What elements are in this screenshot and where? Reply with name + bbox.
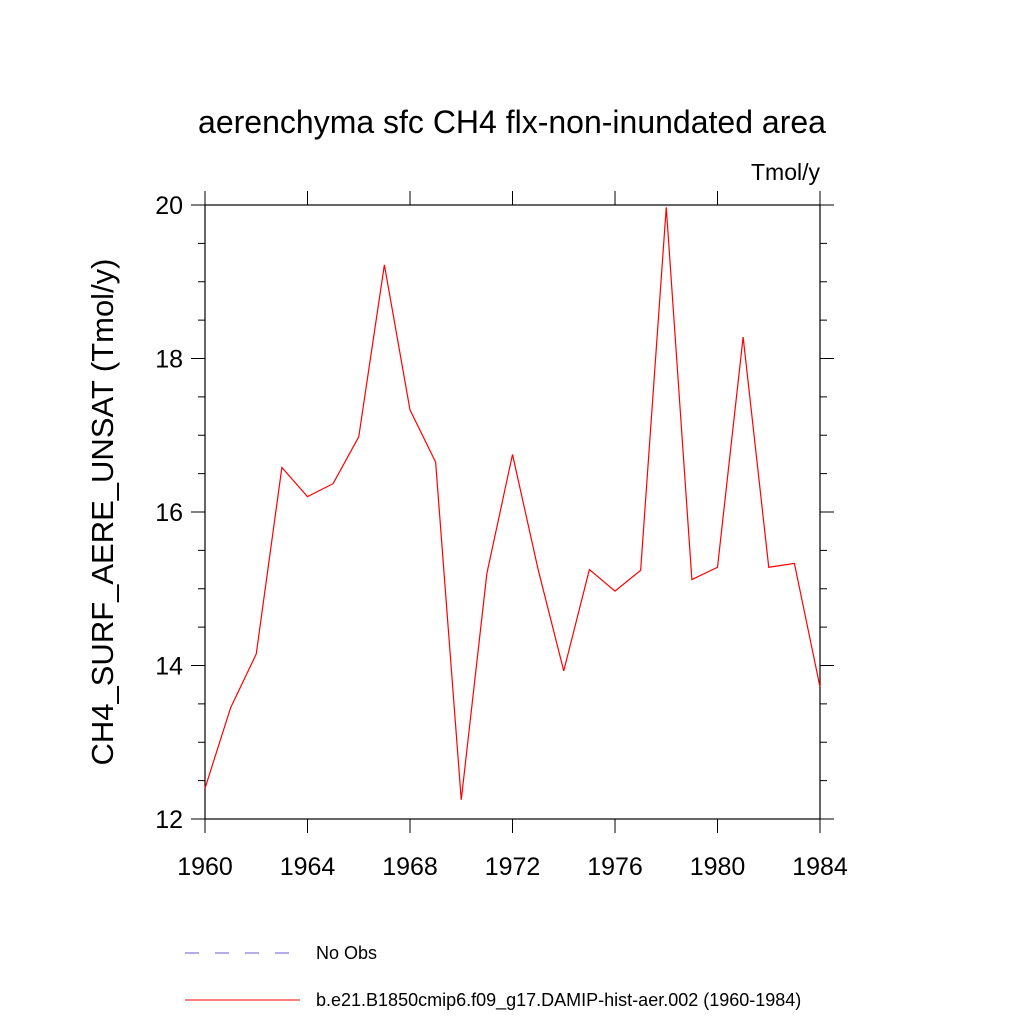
series-line-0: [204, 207, 821, 800]
units-label: Tmol/y: [751, 159, 821, 185]
chart-title: aerenchyma sfc CH4 flx-non-inundated are…: [198, 104, 826, 140]
tick-labels: 12 14 16 18 20 1960 1964 1968 1972 1976 1980 1984: [155, 192, 848, 881]
legend: No Obs b.e21.B1850cmip6.f09_g17.DAMIP-hi…: [185, 943, 801, 1011]
x-tick-label: 1960: [177, 853, 233, 881]
y-tick-label: 16: [155, 499, 183, 527]
x-tick-label: 1980: [690, 853, 746, 881]
series-group: [204, 207, 821, 800]
y-tick-label: 12: [155, 806, 183, 834]
x-tick-label: 1972: [485, 853, 541, 881]
x-tick-label: 1968: [382, 853, 438, 881]
x-tick-label: 1976: [587, 853, 643, 881]
legend-label-no-obs: No Obs: [316, 943, 377, 963]
y-tick-label: 18: [155, 346, 183, 374]
plot-frame: [204, 204, 821, 820]
y-tick-label: 14: [155, 653, 183, 681]
legend-label-model: b.e21.B1850cmip6.f09_g17.DAMIP-hist-aer.…: [316, 990, 801, 1011]
y-tick-label: 20: [155, 192, 183, 220]
x-tick-label: 1984: [792, 853, 848, 881]
y-axis-label: CH4_SURF_AERE_UNSAT (Tmol/y): [85, 258, 120, 765]
axis-ticks: [191, 191, 834, 833]
x-tick-label: 1964: [280, 853, 336, 881]
